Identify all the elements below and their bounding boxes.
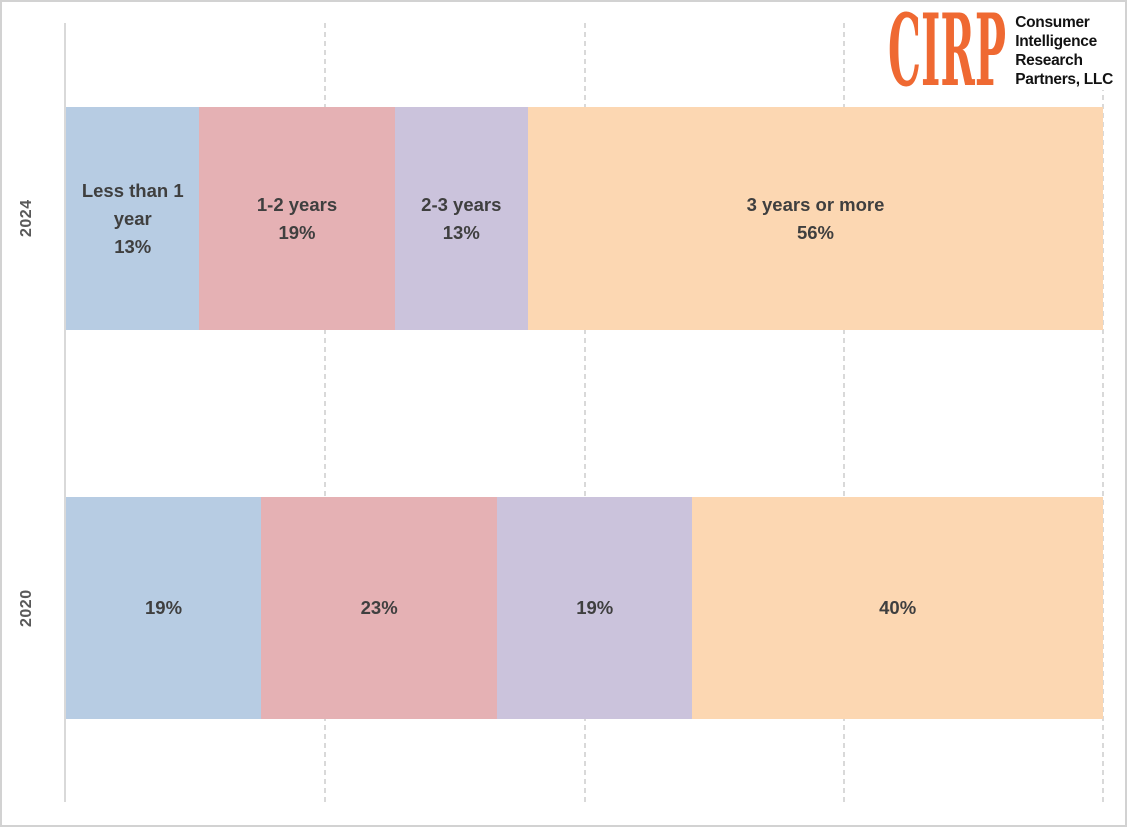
logo-subtitle-line: Partners, LLC: [1015, 71, 1113, 88]
data-label-percent: 13%: [114, 235, 152, 257]
data-label-percent: 40%: [879, 597, 917, 618]
data-label-percent: 19%: [576, 597, 614, 618]
gridline-100pct: [1102, 23, 1104, 802]
data-label: 19%: [570, 594, 619, 622]
data-label: 2-3 years 13%: [415, 191, 507, 247]
data-label-percent: 13%: [442, 221, 480, 243]
bar-segment-2020-3-years-or-more: 40%: [692, 497, 1103, 719]
y-axis-label-2024: 2024: [18, 199, 35, 238]
logo-subtitle-line: Research: [1015, 52, 1083, 69]
bar-segment-2024-less-than-1-year: Less than 1 year 13%: [66, 107, 200, 330]
bar-segment-2020-less-than-1-year: 19%: [66, 497, 262, 719]
bar-2024: Less than 1 year 13% 1-2 years 19% 2-3 years…: [66, 107, 1103, 330]
cirp-logo: CIRP Consumer Intelligence Research Part…: [888, 10, 1113, 90]
data-label: 23%: [355, 594, 404, 622]
data-label-percent: 23%: [360, 597, 398, 618]
data-label: Less than 1 year 13%: [66, 177, 199, 261]
gridline-75pct: [842, 23, 845, 802]
bar-segment-2024-1-2-years: 1-2 years 19%: [199, 107, 395, 330]
cirp-logo-wordmark: CIRP: [888, 10, 1006, 90]
bar-segment-2024-3-years-or-more: 3 years or more 56%: [528, 107, 1103, 330]
bar-segment-2024-2-3-years: 2-3 years 13%: [394, 107, 529, 330]
data-label: 40%: [873, 594, 922, 622]
y-axis-label-2020: 2020: [18, 589, 35, 627]
gridline-25pct: [324, 23, 327, 802]
data-label-series-name: 1-2 years: [256, 193, 338, 215]
logo-subtitle-line: Intelligence: [1015, 33, 1097, 50]
gridline-50pct: [583, 23, 586, 802]
y-axis-line: [64, 23, 66, 802]
data-label-percent: 56%: [796, 221, 835, 243]
data-label: 1-2 years 19%: [251, 191, 343, 247]
data-label-percent: 19%: [145, 597, 183, 618]
data-label-series-name: 2-3 years: [421, 193, 502, 215]
data-label-percent: 19%: [278, 221, 316, 243]
bar-segment-2020-1-2-years: 23%: [261, 497, 498, 719]
data-label: 3 years or more 56%: [741, 191, 891, 247]
bar-2020: 19% 23% 19% 40%: [66, 497, 1103, 719]
data-label-series-name: Less than 1 year: [81, 179, 184, 229]
data-label: 19%: [139, 594, 188, 622]
data-label-series-name: 3 years or more: [746, 193, 885, 215]
plot-area: Less than 1 year 13% 1-2 years 19% 2-3 years…: [66, 23, 1104, 802]
cirp-logo-wordmark-graphic: CIRP: [888, 10, 1006, 90]
logo-subtitle-line: Consumer: [1015, 14, 1090, 31]
bar-segment-2020-2-3-years: 19%: [497, 497, 693, 719]
cirp-logo-subtitle: Consumer Intelligence Research Partners,…: [1015, 11, 1113, 89]
